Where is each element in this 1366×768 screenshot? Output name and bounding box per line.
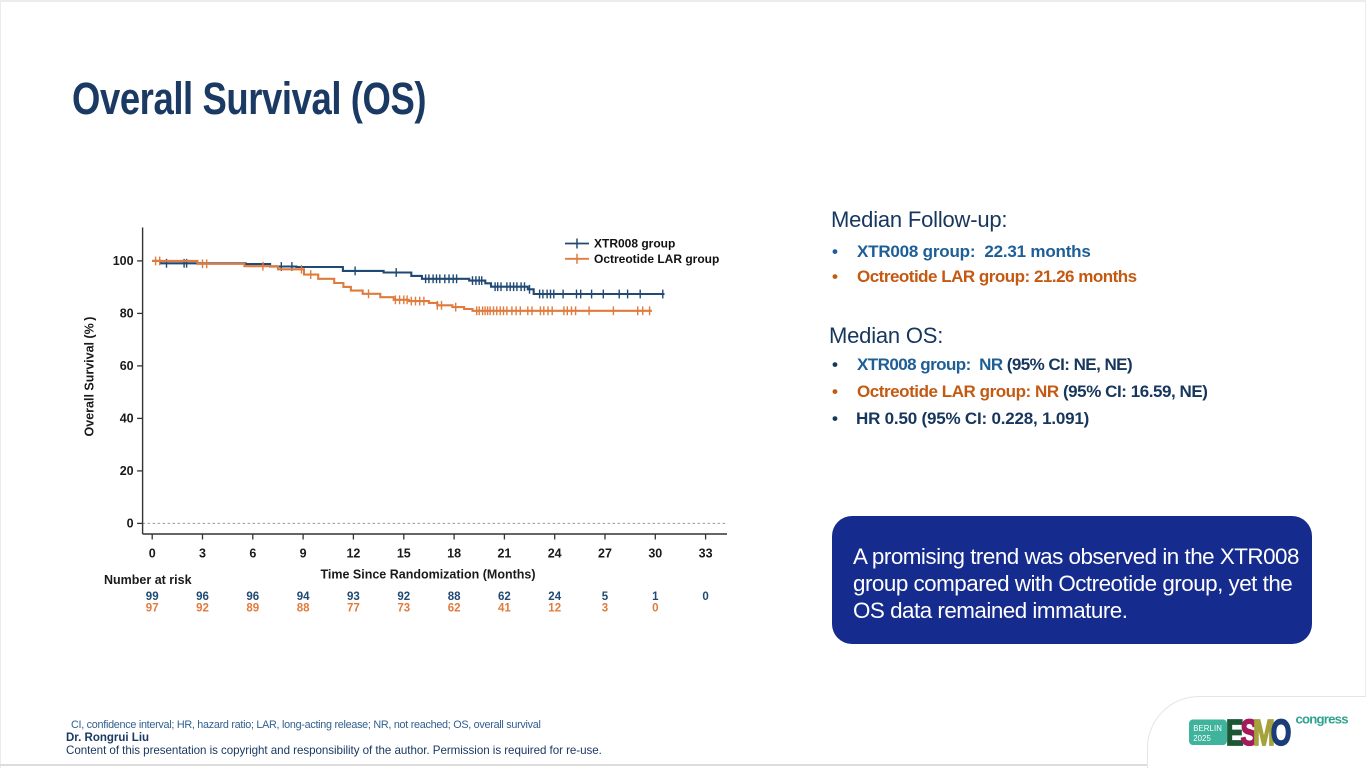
svg-text:12: 12 (346, 547, 360, 561)
svg-text:94: 94 (297, 591, 310, 603)
svg-text:93: 93 (347, 591, 360, 603)
svg-text:12: 12 (548, 602, 561, 614)
svg-text:33: 33 (699, 547, 713, 561)
svg-text:96: 96 (196, 591, 209, 603)
svg-text:88: 88 (448, 591, 461, 603)
svg-text:5: 5 (602, 591, 609, 603)
svg-text:15: 15 (397, 547, 411, 561)
svg-text:S: S (1241, 712, 1259, 753)
svg-text:E: E (1226, 712, 1244, 753)
svg-text:18: 18 (447, 547, 461, 561)
svg-text:92: 92 (196, 602, 209, 614)
svg-text:0: 0 (702, 591, 708, 603)
svg-text:0: 0 (127, 517, 134, 531)
svg-text:97: 97 (146, 602, 159, 614)
svg-text:M: M (1253, 712, 1275, 753)
svg-text:6: 6 (249, 547, 256, 561)
svg-text:XTR008 group: XTR008 group (594, 237, 675, 251)
svg-text:88: 88 (297, 602, 310, 614)
svg-text:Time Since Randomization (Mont: Time Since Randomization (Months) (320, 568, 535, 582)
svg-text:77: 77 (347, 602, 360, 614)
svg-text:62: 62 (448, 602, 461, 614)
svg-text:30: 30 (648, 547, 662, 561)
svg-text:96: 96 (246, 591, 259, 603)
svg-text:27: 27 (598, 547, 612, 561)
svg-text:Octreotide LAR group: Octreotide LAR group (594, 252, 719, 266)
svg-text:62: 62 (498, 591, 511, 603)
svg-text:0: 0 (652, 602, 658, 614)
svg-text:92: 92 (397, 591, 410, 603)
svg-text:99: 99 (146, 591, 159, 603)
svg-text:80: 80 (120, 307, 134, 321)
svg-text:3: 3 (602, 602, 608, 614)
svg-text:BERLIN: BERLIN (1193, 724, 1222, 733)
svg-text:9: 9 (300, 547, 307, 561)
svg-text:100: 100 (113, 254, 134, 268)
svg-text:60: 60 (120, 359, 134, 373)
svg-text:Overall Survival (% ): Overall Survival (% ) (83, 317, 97, 437)
svg-text:3: 3 (199, 547, 206, 561)
svg-text:2025: 2025 (1193, 734, 1211, 743)
svg-text:0: 0 (149, 547, 156, 561)
svg-text:congress: congress (1296, 712, 1349, 727)
svg-text:89: 89 (246, 602, 259, 614)
svg-text:24: 24 (548, 547, 562, 561)
svg-text:20: 20 (120, 464, 134, 478)
svg-text:21: 21 (497, 547, 511, 561)
svg-text:O: O (1271, 712, 1291, 753)
svg-text:Number at risk: Number at risk (104, 573, 192, 587)
svg-text:73: 73 (397, 602, 410, 614)
svg-text:1: 1 (652, 591, 659, 603)
svg-text:41: 41 (498, 602, 511, 614)
svg-text:40: 40 (120, 412, 134, 426)
svg-text:24: 24 (548, 591, 561, 603)
